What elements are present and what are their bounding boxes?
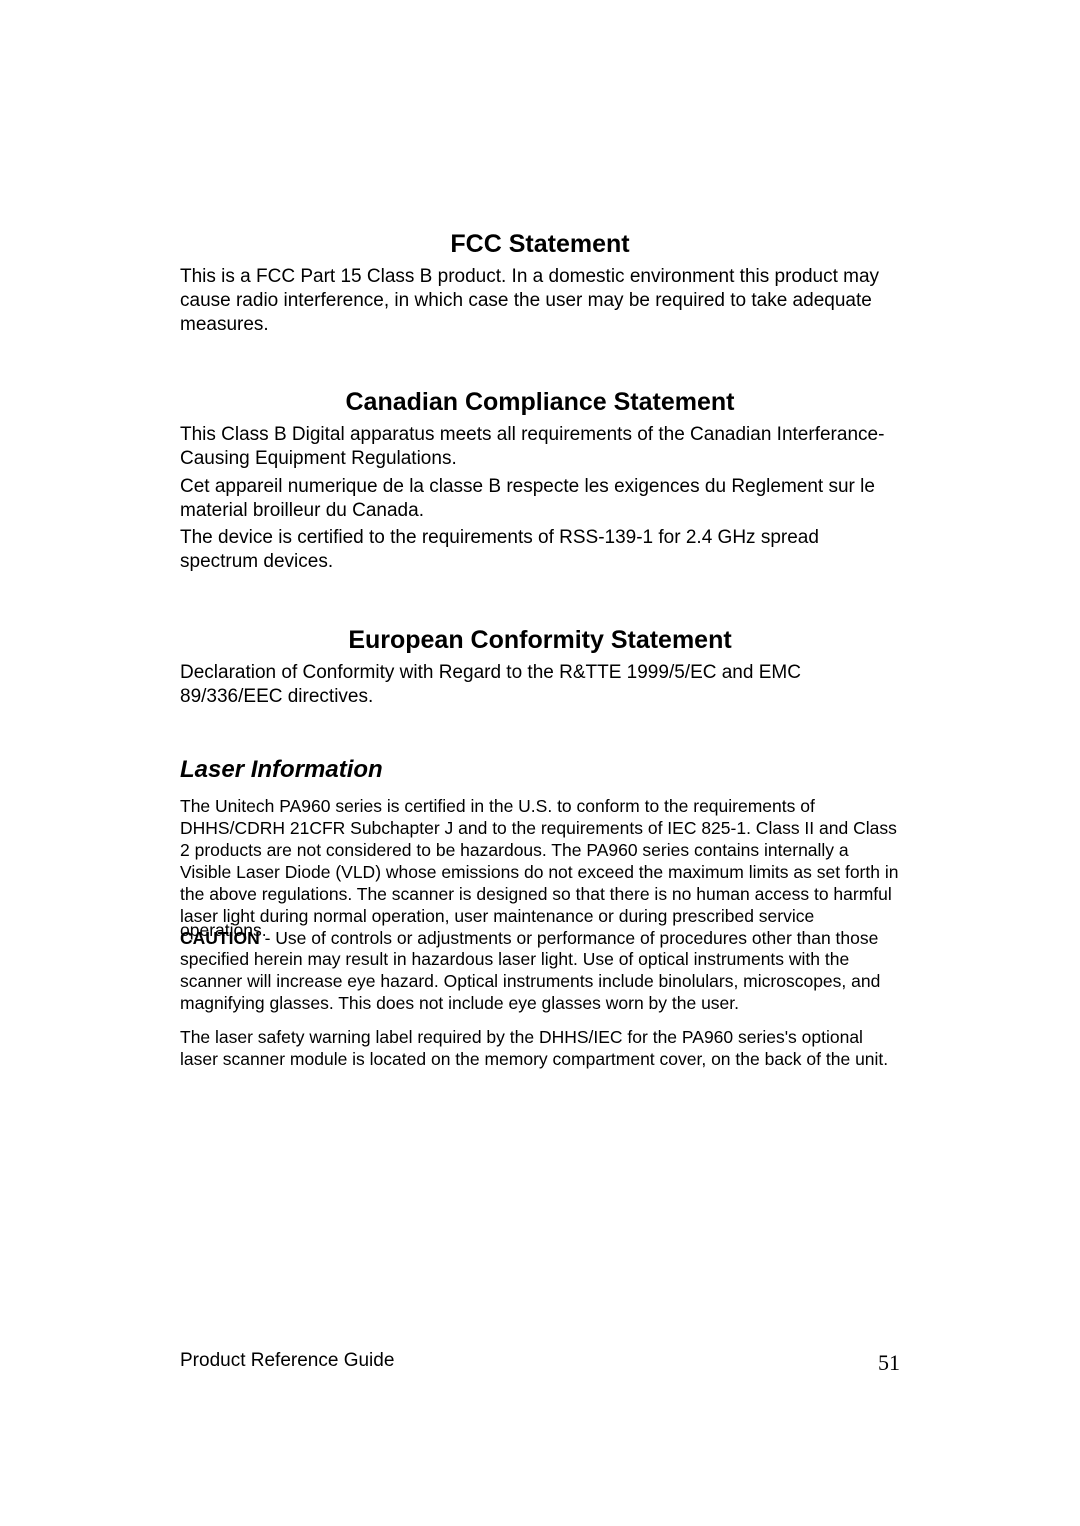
canadian-p2: Cet appareil numerique de la classe B re…	[180, 475, 900, 523]
canadian-p1: This Class B Digital apparatus meets all…	[180, 423, 900, 471]
european-title: European Conformity Statement	[180, 626, 900, 655]
laser-caution-paragraph: operations. CAUTION - Use of controls or…	[180, 928, 900, 1016]
footer-left: Product Reference Guide	[180, 1350, 394, 1376]
laser-p1: The Unitech PA960 series is certified in…	[180, 796, 900, 927]
fcc-title: FCC Statement	[180, 230, 900, 259]
fcc-section: FCC Statement This is a FCC Part 15 Clas…	[180, 230, 900, 336]
caution-rest: - Use of controls or adjustments or perf…	[180, 928, 880, 1014]
laser-section: Laser Information The Unitech PA960 seri…	[180, 756, 900, 1071]
laser-ops-word: operations.	[180, 920, 267, 942]
page-footer: Product Reference Guide 51	[180, 1350, 900, 1376]
european-section: European Conformity Statement Declaratio…	[180, 626, 900, 709]
page-number: 51	[878, 1350, 900, 1376]
document-page: FCC Statement This is a FCC Part 15 Clas…	[0, 0, 1080, 1071]
canadian-p3: The device is certified to the requireme…	[180, 526, 900, 574]
european-body: Declaration of Conformity with Regard to…	[180, 661, 900, 709]
laser-p3: The laser safety warning label required …	[180, 1027, 900, 1071]
canadian-section: Canadian Compliance Statement This Class…	[180, 388, 900, 574]
canadian-title: Canadian Compliance Statement	[180, 388, 900, 417]
fcc-body: This is a FCC Part 15 Class B product. I…	[180, 265, 900, 336]
laser-title: Laser Information	[180, 756, 900, 784]
